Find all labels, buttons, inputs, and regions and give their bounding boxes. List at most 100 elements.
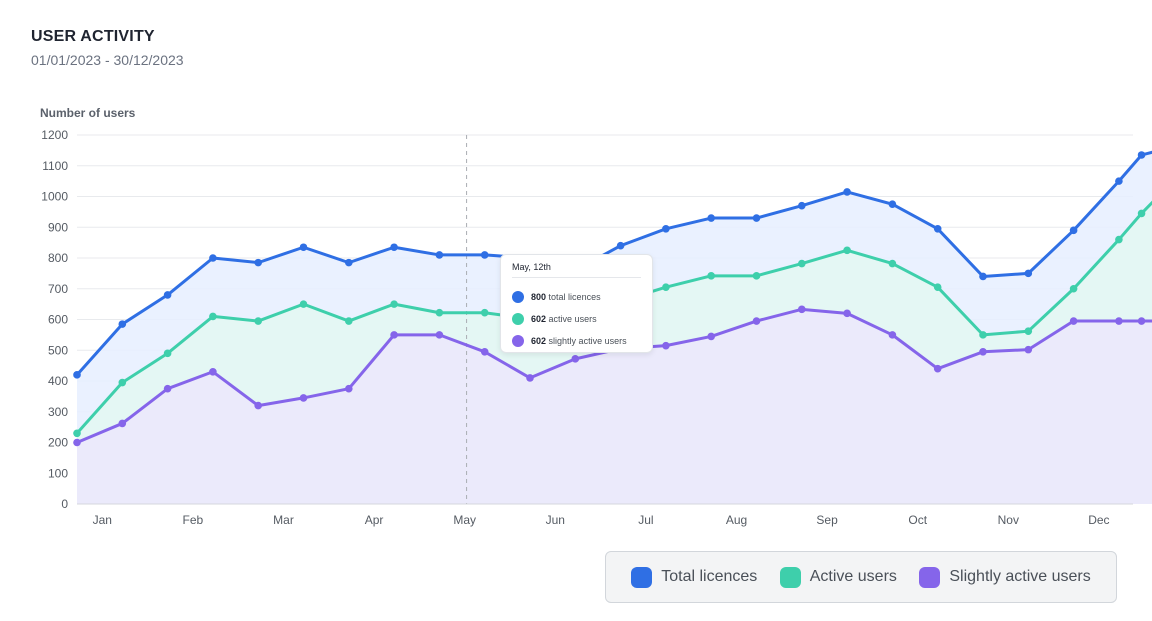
- data-point[interactable]: [299, 300, 308, 308]
- data-point[interactable]: [435, 331, 444, 339]
- data-point[interactable]: [707, 272, 715, 280]
- legend-swatch-total-icon: [631, 566, 653, 588]
- y-tick-label: 600: [48, 313, 68, 327]
- tooltip-total-label: total licences: [548, 292, 601, 302]
- legend-swatch-active-icon: [779, 566, 801, 588]
- data-point[interactable]: [933, 224, 942, 233]
- data-point[interactable]: [299, 394, 308, 402]
- tooltip-active-label: active users: [548, 314, 597, 324]
- y-tick-label: 300: [48, 405, 68, 419]
- legend-swatch-slightly-icon: [919, 566, 941, 588]
- tooltip-row-total: 800 total licences: [512, 286, 641, 308]
- data-point[interactable]: [299, 243, 308, 252]
- legend-item-slightly-active-users[interactable]: Slightly active users: [919, 566, 1091, 588]
- data-point[interactable]: [345, 384, 353, 393]
- y-tick-label: 1000: [41, 190, 68, 204]
- data-point[interactable]: [1024, 345, 1033, 354]
- data-point[interactable]: [707, 332, 715, 341]
- data-point[interactable]: [118, 320, 127, 328]
- data-point[interactable]: [1137, 151, 1146, 159]
- data-point[interactable]: [662, 283, 670, 292]
- tooltip-row-active: 602 active users: [512, 308, 641, 330]
- data-point[interactable]: [616, 241, 625, 250]
- data-point[interactable]: [933, 283, 942, 292]
- data-point[interactable]: [1115, 235, 1123, 244]
- data-point[interactable]: [979, 331, 987, 339]
- data-point[interactable]: [254, 258, 262, 267]
- data-point[interactable]: [662, 341, 670, 350]
- y-tick-label: 500: [48, 343, 68, 357]
- data-point[interactable]: [435, 308, 444, 317]
- data-point[interactable]: [888, 331, 897, 339]
- data-point[interactable]: [209, 254, 217, 262]
- data-point[interactable]: [209, 312, 217, 321]
- data-point[interactable]: [1024, 327, 1033, 335]
- x-tick-label: Jun: [546, 513, 565, 527]
- data-point[interactable]: [752, 317, 761, 325]
- data-point[interactable]: [345, 258, 353, 267]
- data-point[interactable]: [73, 371, 81, 379]
- data-point[interactable]: [1069, 226, 1078, 235]
- data-point[interactable]: [798, 305, 806, 314]
- data-point[interactable]: [345, 317, 353, 325]
- x-tick-label: Apr: [365, 513, 384, 527]
- legend-item-total-licences[interactable]: Total licences: [631, 566, 757, 588]
- x-tick-label: Oct: [908, 513, 927, 527]
- data-point[interactable]: [707, 214, 715, 222]
- data-point[interactable]: [254, 317, 262, 325]
- legend-item-active-users[interactable]: Active users: [779, 566, 897, 588]
- y-tick-label: 900: [48, 220, 68, 234]
- data-point[interactable]: [752, 214, 761, 222]
- data-point[interactable]: [118, 378, 127, 387]
- data-point[interactable]: [979, 272, 987, 281]
- data-point[interactable]: [979, 347, 987, 356]
- y-tick-label: 800: [48, 251, 68, 265]
- data-point[interactable]: [435, 251, 444, 259]
- data-point[interactable]: [1069, 284, 1078, 293]
- data-point[interactable]: [1137, 317, 1146, 325]
- data-point[interactable]: [571, 355, 580, 363]
- data-point[interactable]: [933, 364, 942, 373]
- x-tick-label: Feb: [183, 513, 204, 527]
- data-point[interactable]: [480, 347, 489, 356]
- tooltip-total-value: 800: [531, 292, 547, 302]
- data-point[interactable]: [798, 259, 806, 268]
- tooltip-slightly-label: slightly active users: [548, 336, 627, 346]
- data-point[interactable]: [888, 259, 897, 268]
- data-point[interactable]: [843, 188, 851, 196]
- data-point[interactable]: [662, 224, 670, 233]
- data-point[interactable]: [798, 201, 806, 210]
- data-point[interactable]: [209, 367, 217, 376]
- data-point[interactable]: [390, 300, 398, 308]
- data-point[interactable]: [1137, 209, 1146, 218]
- y-tick-label: 200: [48, 436, 68, 450]
- data-point[interactable]: [163, 384, 172, 393]
- data-point[interactable]: [1024, 269, 1033, 278]
- chart-title: USER ACTIVITY: [31, 28, 155, 45]
- data-point[interactable]: [73, 438, 81, 447]
- x-tick-label: Sep: [816, 513, 838, 527]
- data-point[interactable]: [843, 246, 851, 255]
- data-point[interactable]: [480, 308, 489, 317]
- x-tick-label: Nov: [998, 513, 1019, 527]
- data-point[interactable]: [526, 374, 534, 382]
- data-point[interactable]: [480, 251, 489, 259]
- data-point[interactable]: [163, 291, 172, 299]
- data-point[interactable]: [1115, 317, 1123, 325]
- data-point[interactable]: [254, 401, 262, 410]
- tooltip-slightly-value: 602: [531, 336, 547, 346]
- data-point[interactable]: [888, 200, 897, 208]
- data-point[interactable]: [390, 243, 398, 252]
- data-point[interactable]: [1115, 177, 1123, 185]
- data-point[interactable]: [843, 309, 851, 318]
- data-point[interactable]: [163, 349, 172, 358]
- data-point[interactable]: [118, 419, 127, 428]
- data-point[interactable]: [1069, 317, 1078, 325]
- data-point[interactable]: [73, 429, 81, 438]
- data-point[interactable]: [752, 272, 761, 280]
- tooltip-dot-active-icon: [512, 313, 524, 325]
- data-point[interactable]: [390, 331, 398, 339]
- x-tick-label: Jul: [638, 513, 653, 527]
- tooltip-date: May, 12th: [512, 262, 641, 278]
